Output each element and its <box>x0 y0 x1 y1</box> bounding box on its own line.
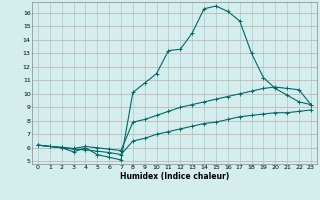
X-axis label: Humidex (Indice chaleur): Humidex (Indice chaleur) <box>120 172 229 181</box>
